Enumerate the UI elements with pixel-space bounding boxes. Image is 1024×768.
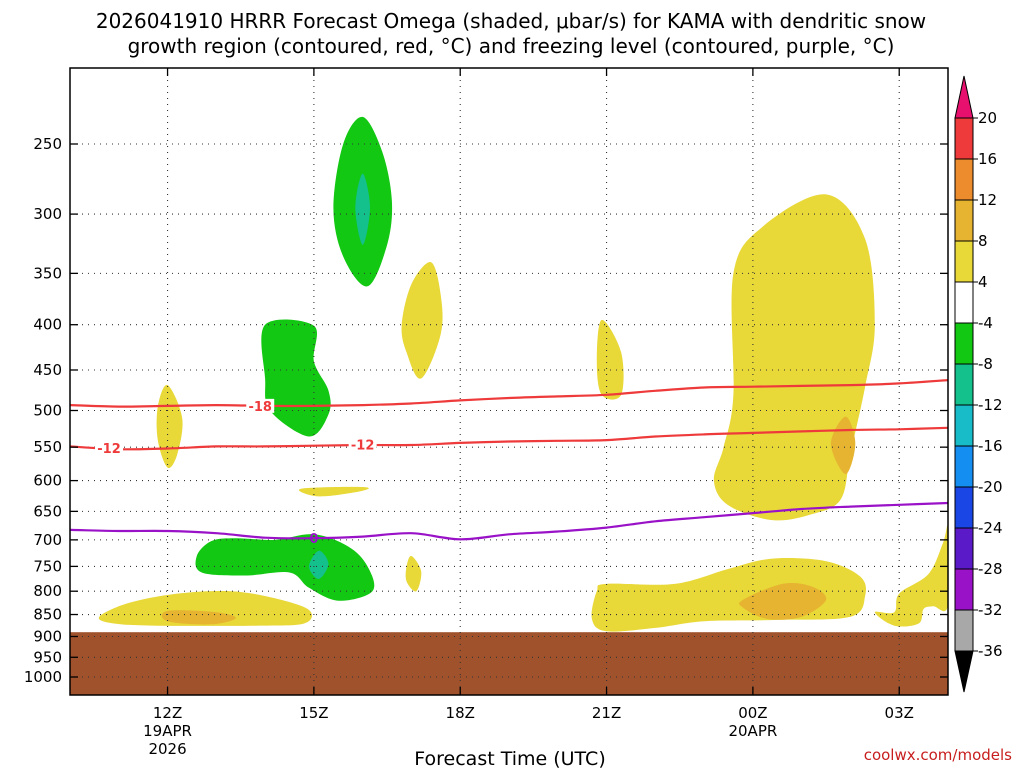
colorbar-label-12: -32 [978,601,1003,619]
plot-clipped-group: -18 -12 -12 0 [70,68,948,695]
colorbar-bottom-arrow [954,650,974,693]
terrain-fill [70,632,948,695]
y-tick-label-700: 700 [33,531,62,549]
colorbar-band-10 [954,527,974,570]
colorbar-band-6 [954,363,974,406]
colorbar-label-5: -4 [978,314,993,332]
colorbar-band-0 [954,117,974,160]
colorbar-label-7: -12 [978,396,1003,414]
plot-frame [69,67,949,696]
plot-area: -18 -12 -12 0 [70,68,948,695]
y-tick-label-450: 450 [33,361,62,379]
omega-region-15 [739,582,827,620]
omega-region-7 [596,319,624,400]
y-tick-label-750: 750 [33,557,62,575]
x-tick-label-12: 12Z [153,704,182,722]
x-tick-label-27: 03Z [885,704,914,722]
omega-region-16 [874,525,948,627]
colorbar: 20 16 12 8 4 -4 -8 -12 -16 -20 -24 -28 -32 -36 [954,75,1003,693]
omega-region-2 [261,319,331,437]
omega-region-5 [401,262,443,379]
colorbar-band-9 [954,486,974,529]
y-tick-label-500: 500 [33,402,62,420]
colorbar-label-11: -28 [978,560,1003,578]
y-tick-label-550: 550 [33,438,62,456]
y-tick-label-400: 400 [33,316,62,334]
dgz-label-1-0: -12 [97,442,121,457]
y-tick-label-300: 300 [33,205,62,223]
credit-text: coolwx.com/models [864,746,1012,764]
chart-title-line2: growth region (contoured, red, °C) and f… [128,34,895,58]
x-tick-label-15: 15Z [299,704,328,722]
omega-region-6 [156,384,183,469]
omega-region-10 [713,194,875,521]
colorbar-label-4: 4 [978,273,988,291]
dgz-label-bg-0-0 [246,398,275,413]
dgz-label-1-1: -12 [351,438,375,453]
x-axis-label: Forecast Time (UTC) [414,748,605,768]
colorbar-label-8: -16 [978,437,1003,455]
colorbar-band-5 [954,322,974,365]
axes: 250 300 350 400 450 500 550 600 650 700 750 800 850 9… [24,67,949,758]
colorbar-band-1 [954,158,974,201]
dgz-contour-1 [70,426,948,451]
y-tick-label-850: 850 [33,606,62,624]
colorbar-band-4 [954,281,974,324]
colorbar-label-0: 20 [978,109,997,127]
omega-region-1 [355,173,370,245]
x-tick-sublabel-24: 20APR [728,722,777,740]
colorbar-label-9: -20 [978,478,1003,496]
x-tick-label-24: 00Z [738,704,767,722]
omega-region-9 [405,555,422,592]
omega-region-14 [591,558,866,632]
colorbar-label-13: -36 [978,642,1003,660]
colorbar-band-11 [954,568,974,611]
x-tick-label-21: 21Z [592,704,621,722]
x-tick-sublabel-12: 19APR [143,722,192,740]
colorbar-band-8 [954,445,974,488]
colorbar-top-arrow [954,75,974,119]
colorbar-label-1: 16 [978,150,997,168]
colorbar-band-3 [954,240,974,283]
dgz-label-bg-1-1 [348,437,377,452]
dgz-contour-0 [70,379,948,408]
colorbar-band-7 [954,404,974,447]
colorbar-label-3: 8 [978,232,988,250]
omega-region-8 [298,486,369,497]
y-tick-label-250: 250 [33,135,62,153]
colorbar-label-6: -8 [978,355,993,373]
y-tick-label-1000: 1000 [24,668,62,686]
omega-region-3 [195,534,375,601]
omega-region-4 [309,550,329,580]
chart-title-line1: 2026041910 HRRR Forecast Omega (shaded, … [96,9,926,33]
y-tick-label-350: 350 [33,264,62,282]
x-tick-sublabel2-12: 2026 [148,740,186,758]
y-tick-label-800: 800 [33,582,62,600]
colorbar-band-12 [954,609,974,652]
y-tick-label-600: 600 [33,472,62,490]
omega-region-13 [161,610,236,625]
dgz-label-0-0: -18 [248,400,272,415]
freezing-label: 0 [309,532,318,547]
y-tick-label-900: 900 [33,627,62,645]
y-tick-label-950: 950 [33,648,62,666]
freezing-contour [70,501,948,541]
dgz-label-bg-1-0 [95,440,124,455]
colorbar-band-2 [954,199,974,242]
x-tick-label-18: 18Z [446,704,475,722]
omega-region-12 [98,590,312,626]
y-tick-label-650: 650 [33,502,62,520]
colorbar-label-10: -24 [978,519,1003,537]
colorbar-label-2: 12 [978,191,997,209]
